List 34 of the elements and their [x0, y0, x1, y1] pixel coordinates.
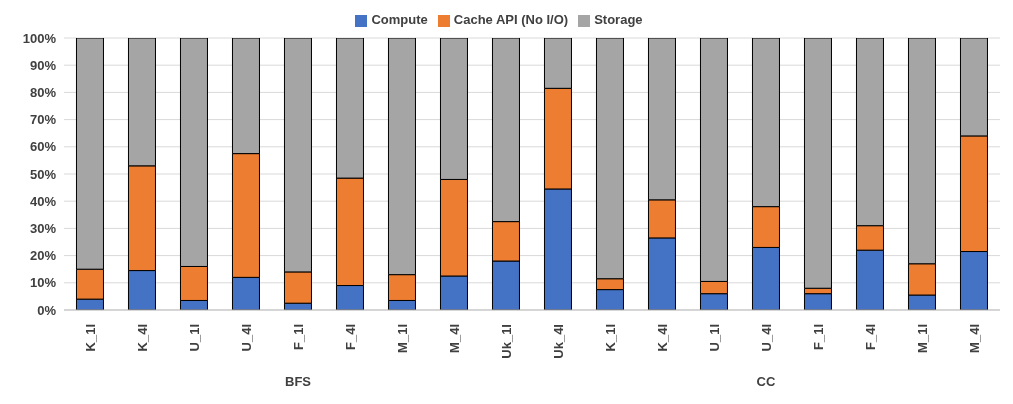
x-tick-label: F_4I	[342, 324, 358, 351]
x-tick-label: M_4I	[446, 324, 462, 353]
y-tick-label: 100%	[22, 30, 57, 46]
y-tick-label: 30%	[29, 221, 57, 237]
x-tick-label: U_1I	[186, 324, 202, 352]
legend-label: Compute	[371, 12, 428, 27]
x-tick-label: F_4I	[862, 324, 878, 351]
y-tick-label: 10%	[29, 275, 57, 291]
y-tick-label: 50%	[29, 166, 57, 182]
y-tick-label: 20%	[29, 248, 57, 264]
x-tick-label: U_4I	[238, 324, 254, 352]
x-tick-label: M_1I	[394, 324, 410, 353]
x-tick-label: K_1I	[602, 324, 618, 352]
y-tick-label: 60%	[29, 139, 57, 155]
y-tick-label: 40%	[29, 193, 57, 209]
x-tick-label: Uk_1I	[498, 324, 514, 359]
x-tick-label: K_1I	[82, 324, 98, 352]
legend-label: Storage	[594, 12, 643, 27]
text: CC	[755, 374, 777, 389]
x-tick-label: F_1I	[810, 324, 826, 351]
x-tick-label: F_1I	[290, 324, 306, 351]
x-tick-label: M_1I	[914, 324, 930, 353]
x-tick-label: Uk_4I	[550, 324, 566, 359]
text: BFS	[284, 374, 312, 389]
y-tick-label: 90%	[29, 57, 57, 73]
x-tick-label: M_4I	[966, 324, 982, 353]
x-tick-label: U_1I	[706, 324, 722, 352]
x-tick-label: K_4I	[654, 324, 670, 352]
legend-label: Cache API (No I/O)	[453, 12, 569, 27]
x-tick-label: K_4I	[134, 324, 150, 352]
x-tick-label: U_4I	[758, 324, 774, 352]
y-tick-label: 0%	[37, 302, 57, 318]
y-tick-label: 70%	[29, 112, 57, 128]
y-tick-label: 80%	[29, 85, 57, 101]
